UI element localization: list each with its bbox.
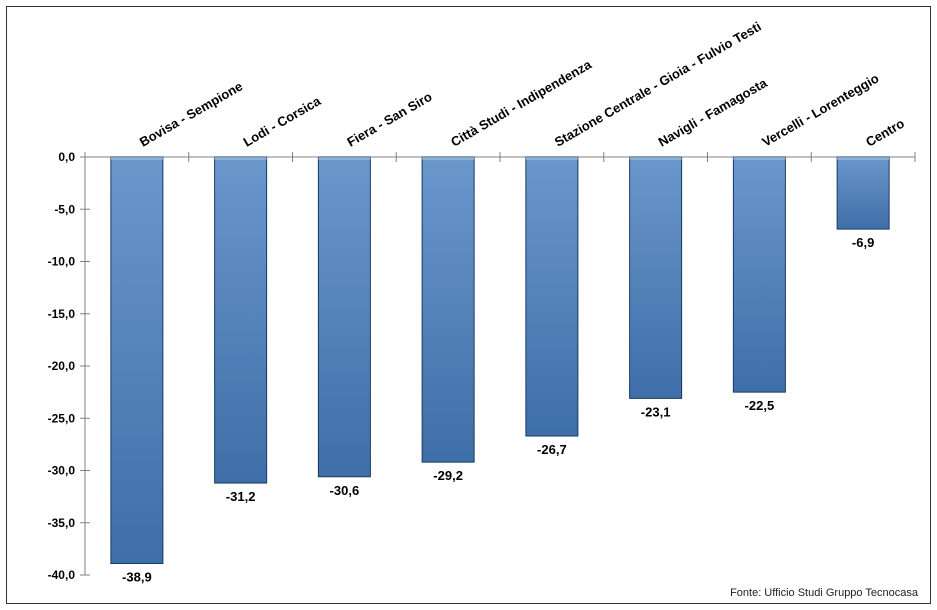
bar bbox=[837, 157, 889, 229]
y-tick-label: 0,0 bbox=[58, 150, 75, 164]
y-tick-label: -35,0 bbox=[48, 516, 76, 530]
y-tick-label: -20,0 bbox=[48, 359, 76, 373]
y-tick-label: -10,0 bbox=[48, 255, 76, 269]
y-tick-label: -40,0 bbox=[48, 568, 76, 582]
category-label: Bovisa - Sempione bbox=[137, 78, 245, 149]
category-label: Stazione Centrale - Gioia - Fulvio Testi bbox=[552, 19, 764, 150]
bar bbox=[422, 157, 474, 462]
category-label: Fiera - San Siro bbox=[344, 89, 434, 150]
bar-chart: 0,0 -5,0 -10,0 -15,0 -20,0 -25,0 -30,0 -35,0 -40… bbox=[7, 7, 932, 585]
bar-value-label: -6,9 bbox=[852, 235, 874, 250]
category-label: Centro bbox=[863, 116, 907, 150]
bar-value-label: -38,9 bbox=[122, 570, 152, 585]
source-label: Fonte: Ufficio Studi Gruppo Tecnocasa bbox=[730, 587, 918, 599]
y-tick-label: -5,0 bbox=[54, 202, 75, 216]
bar bbox=[215, 157, 267, 483]
bar bbox=[318, 157, 370, 477]
chart-frame: 0,0 -5,0 -10,0 -15,0 -20,0 -25,0 -30,0 -35,0 -40… bbox=[6, 6, 931, 604]
bar-value-label: -29,2 bbox=[433, 468, 463, 483]
bar-value-label: -22,5 bbox=[745, 398, 775, 413]
bar-value-label: -30,6 bbox=[330, 483, 360, 498]
y-tick-label: -25,0 bbox=[48, 411, 76, 425]
bar-value-label: -31,2 bbox=[226, 489, 256, 504]
bar bbox=[733, 157, 785, 392]
bar-value-label: -26,7 bbox=[537, 442, 567, 457]
bar bbox=[630, 157, 682, 398]
bar bbox=[526, 157, 578, 436]
category-label: Navigli - Famagosta bbox=[656, 75, 771, 150]
bar bbox=[111, 157, 163, 564]
y-tick-label: -30,0 bbox=[48, 464, 76, 478]
y-tick-label: -15,0 bbox=[48, 307, 76, 321]
bar-value-label: -23,1 bbox=[641, 404, 671, 419]
category-label: Lodi - Corsica bbox=[241, 93, 324, 150]
